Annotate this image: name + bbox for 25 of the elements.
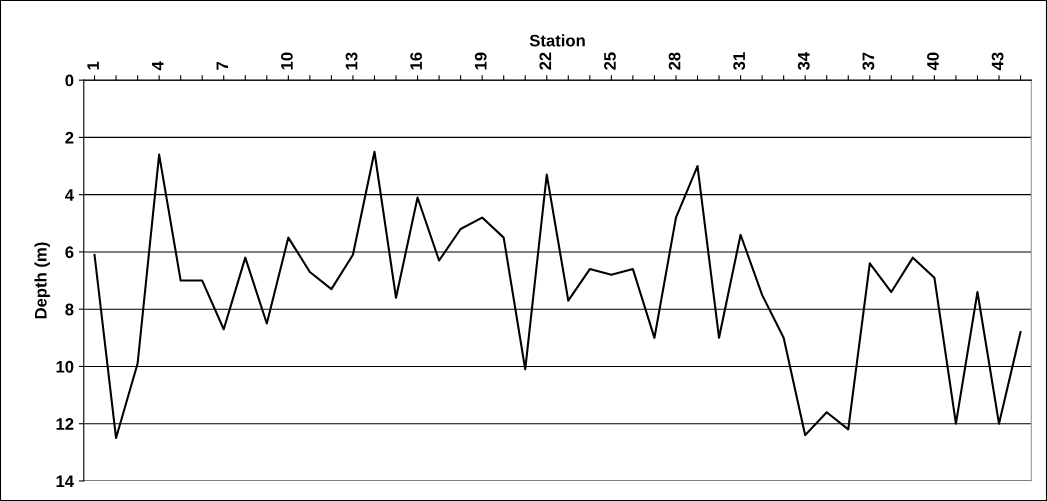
x-tick-label: 1 <box>87 61 99 70</box>
y-tick-label: 6 <box>65 246 74 259</box>
y-tick-label: 4 <box>65 189 74 201</box>
y-tick-label: 0 <box>65 74 74 87</box>
x-tick-label: 19 <box>474 52 487 70</box>
x-tick-label: 40 <box>927 52 939 71</box>
y-tick-label: 8 <box>65 303 74 316</box>
x-tick-label: 22 <box>539 52 552 70</box>
x-tick-label: 25 <box>604 52 616 70</box>
y-tick-label: 14 <box>56 475 74 487</box>
x-tick-label: 37 <box>862 52 875 71</box>
x-axis-title: Station <box>529 34 585 47</box>
y-axis-title: Depth (m) <box>34 242 50 319</box>
x-tick-label: 13 <box>345 52 358 70</box>
y-tick-label: 2 <box>65 131 74 144</box>
x-tick-label: 4 <box>151 61 164 71</box>
x-tick-label: 10 <box>281 52 293 70</box>
x-tick-label: 7 <box>216 61 229 70</box>
y-tick-label: 12 <box>56 418 74 430</box>
x-tick-label: 31 <box>733 52 746 71</box>
x-tick-label: 43 <box>991 52 1004 71</box>
x-tick-label: 16 <box>410 52 423 70</box>
x-tick-label: 34 <box>797 51 810 71</box>
x-tick-label: 28 <box>668 52 681 70</box>
y-tick-label: 10 <box>56 360 74 373</box>
